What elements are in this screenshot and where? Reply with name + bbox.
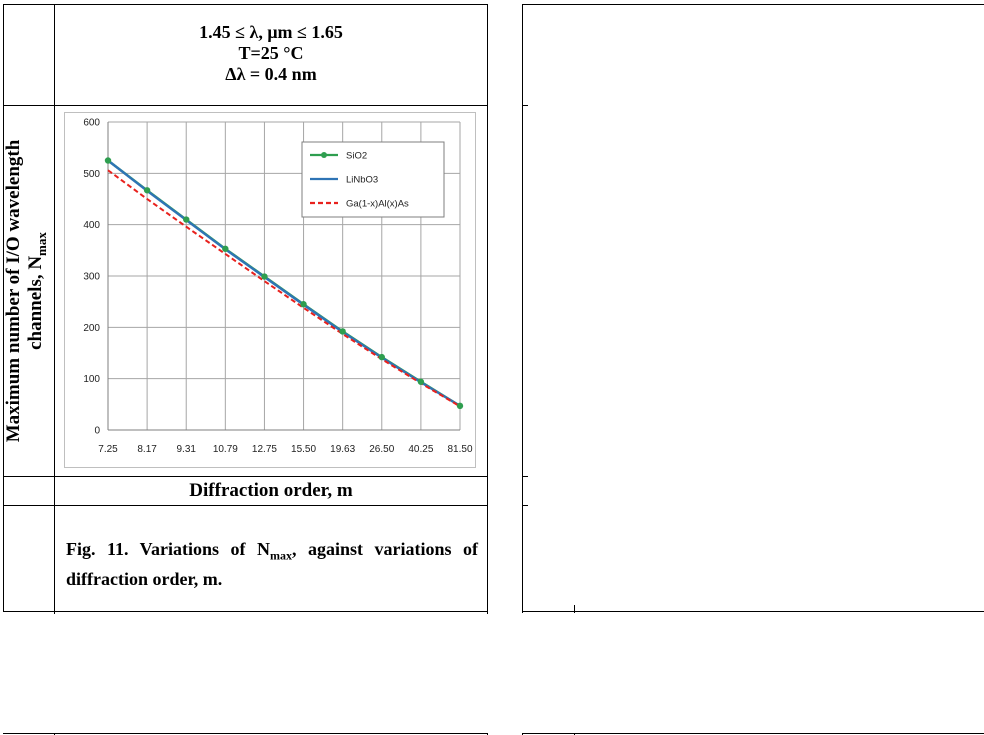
series-line-linbo3: [107, 159, 461, 407]
chart: 0 100 200 300 400 500 600 7.25 8.17 9.31 10.79 12.7…: [64, 112, 476, 468]
data-point: [378, 353, 385, 361]
series-line-ga-1-x-al-x-as: [107, 169, 461, 408]
x-tick-label: 40.25: [408, 444, 433, 455]
table-border-bottom: [3, 611, 488, 612]
data-point: [417, 378, 425, 385]
right-table-tick-1: [522, 105, 528, 106]
right-table-tick-2: [522, 476, 528, 477]
figure-caption: Fig. 11. Variations of Nmax, against var…: [66, 538, 478, 591]
table-row-line-2: [3, 476, 488, 477]
right-table2-top: [522, 733, 984, 734]
table-row-line-1: [3, 105, 488, 106]
data-point: [261, 273, 268, 280]
y-axis-title-text: Maximum number of I/O wavelength channel…: [3, 139, 47, 443]
y-tick-label: 600: [83, 118, 100, 129]
data-point: [104, 157, 112, 164]
right-table-inner-tick: [574, 605, 575, 613]
table-border-mid: [54, 4, 55, 614]
table-border-left: [3, 4, 4, 612]
data-point: [339, 328, 346, 335]
legend-label: LiNbO3: [346, 175, 378, 186]
x-tick-label: 9.31: [176, 444, 196, 455]
x-tick-label: 10.79: [213, 444, 238, 455]
table-row-line-3: [3, 505, 488, 506]
y-tick-label: 300: [83, 272, 100, 283]
x-tick-label: 15.50: [291, 444, 316, 455]
condition-temperature: T=25 °C: [238, 43, 304, 63]
right-table-bottom: [522, 611, 984, 612]
right-table-top: [522, 4, 984, 5]
condition-delta-lambda: Δλ = 0.4 nm: [225, 64, 317, 84]
right-table-tick-3: [522, 505, 528, 506]
table2-border-right: [487, 733, 488, 735]
right-table2-mid: [574, 733, 575, 735]
y-tick-label: 100: [83, 374, 100, 385]
right-table2-left: [522, 733, 523, 735]
caption-prefix: Fig. 11. Variations of: [66, 539, 246, 559]
y-tick-label: 500: [83, 169, 100, 180]
x-tick-label: 81.50: [447, 444, 472, 455]
table-border-top: [3, 4, 488, 5]
y-tick-label: 400: [83, 220, 100, 231]
caption-n: N: [257, 539, 270, 559]
y-tick-label: 0: [94, 426, 100, 437]
caption-nmax: Nmax: [257, 539, 292, 563]
conditions-block: 1.45 ≤ λ, μm ≤ 1.65 T=25 °C Δλ = 0.4 nm: [55, 22, 487, 85]
table2-border-top: [3, 733, 488, 734]
table-border-right: [487, 4, 488, 614]
x-tick-label: 7.25: [98, 444, 118, 455]
legend-marker: [321, 152, 327, 158]
table2-border-mid: [54, 733, 55, 735]
x-tick-label: 26.50: [369, 444, 394, 455]
x-axis-title: Diffraction order, m: [189, 480, 353, 501]
data-point: [143, 187, 151, 194]
legend-label: Ga(1-x)Al(x)As: [346, 199, 409, 210]
y-tick-label: 200: [83, 323, 100, 334]
data-point: [222, 245, 229, 252]
caption-n-sub: max: [270, 548, 292, 563]
x-tick-label: 19.63: [330, 444, 355, 455]
y-axis-title-cell: Maximum number of I/O wavelength channel…: [2, 106, 54, 476]
y-axis-title-subscript: max: [33, 232, 49, 256]
y-axis-title: Maximum number of I/O wavelength channel…: [3, 106, 53, 476]
x-tick-label: 8.17: [137, 444, 157, 455]
data-point: [183, 216, 190, 223]
condition-wavelength-range: 1.45 ≤ λ, μm ≤ 1.65: [199, 22, 343, 42]
legend-label: SiO2: [346, 151, 367, 162]
data-point: [456, 402, 464, 410]
x-tick-label: 12.75: [252, 444, 277, 455]
caption-rest: , against variations of diffraction orde…: [66, 539, 478, 589]
data-point: [300, 301, 307, 308]
right-table-left: [522, 4, 523, 613]
